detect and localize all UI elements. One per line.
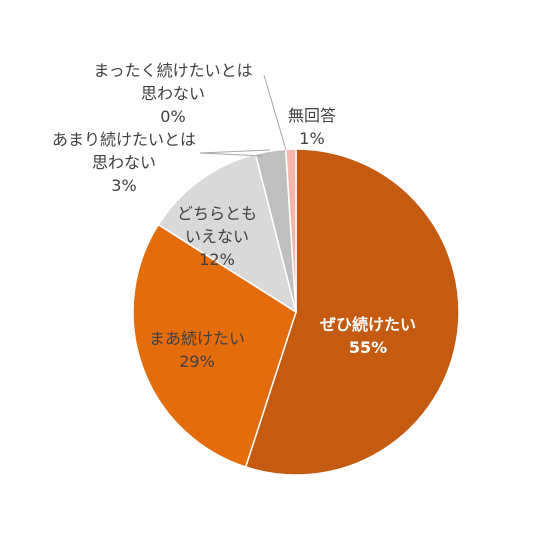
category-label: どちらともいえない (176, 204, 257, 246)
slice-label: まったく続けたいとは思わない 0% (88, 59, 258, 128)
value-label: 3% (111, 176, 137, 195)
value-label: 55% (348, 338, 388, 357)
leader-line (263, 74, 287, 151)
category-label: 無回答 (287, 106, 336, 125)
category-label: まあ続けたい (148, 329, 245, 348)
pie-slice (157, 153, 298, 314)
slice-label: 無回答 1% (282, 104, 342, 150)
value-label: 1% (299, 129, 325, 148)
category-label: まったく続けたいとは思わない (93, 61, 253, 103)
pie-slice (244, 148, 460, 476)
value-label: 29% (179, 352, 215, 371)
pie-slice (132, 223, 297, 468)
slice-label: あまり続けたいとは思わない 3% (48, 128, 200, 197)
slice-label: ぜひ続けたい 55% (318, 313, 418, 359)
category-label: あまり続けたいとは思わない (51, 130, 196, 172)
slice-label: どちらともいえない 12% (175, 202, 259, 271)
value-label: 12% (199, 250, 235, 269)
leader-line (199, 149, 271, 157)
slice-label: まあ続けたい 29% (137, 327, 257, 373)
category-label: ぜひ続けたい (319, 315, 416, 334)
value-label: 0% (160, 107, 186, 126)
